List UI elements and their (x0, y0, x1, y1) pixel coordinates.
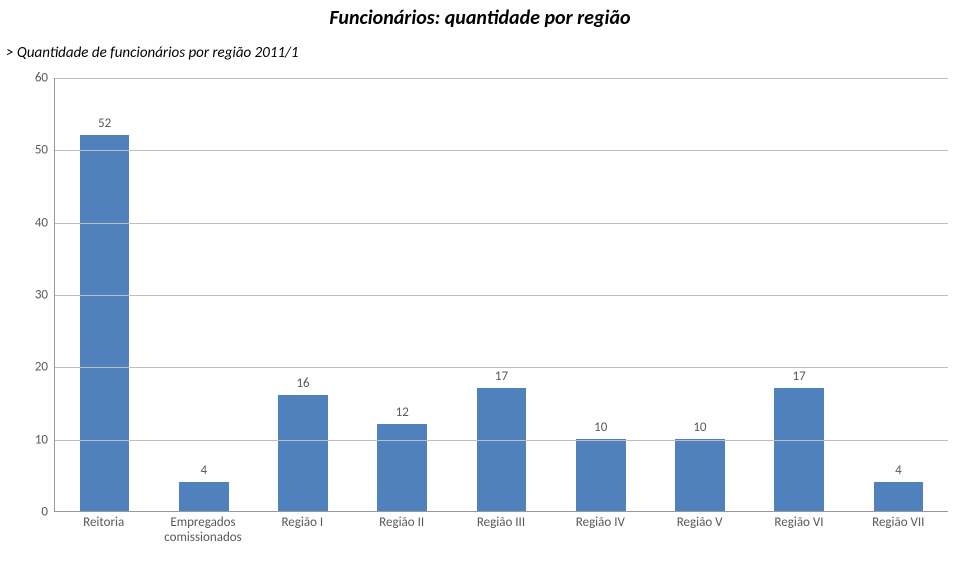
x-tick-label: Região I (253, 512, 352, 548)
x-tick-label: Região VI (749, 512, 848, 548)
x-tick-label: Empregadoscomissionados (153, 512, 252, 548)
gridline (55, 150, 948, 151)
bar (80, 135, 130, 511)
x-tick-label: Região II (352, 512, 451, 548)
y-tick-label: 0 (18, 505, 48, 520)
bar (278, 395, 328, 511)
plot-area: 52 4 1612 17 1010 17 4 (54, 78, 948, 512)
chart-container: 5241612171010174 ReitoriaEmpregadoscomis… (18, 78, 948, 548)
bar-value-label: 17 (452, 369, 551, 384)
bar-value-label: 12 (353, 405, 452, 420)
gridline (55, 367, 948, 368)
x-tick-label: Região III (451, 512, 550, 548)
gridline (55, 223, 948, 224)
x-tick-label: Região IV (551, 512, 650, 548)
bar-value-label: 52 (55, 116, 154, 131)
bar-value-label: 4 (849, 463, 948, 478)
y-tick-label: 20 (18, 360, 48, 375)
bar-value-label: 10 (650, 420, 749, 435)
bar-value-label: 10 (551, 420, 650, 435)
x-tick-label: Região V (650, 512, 749, 548)
y-tick-label: 10 (18, 432, 48, 447)
x-tick-label: Reitoria (54, 512, 153, 548)
x-axis: ReitoriaEmpregadoscomissionadosRegião IR… (54, 512, 948, 548)
bar (774, 388, 824, 511)
chart-subtitle: > Quantidade de funcionários por região … (0, 44, 960, 62)
bar-value-label: 4 (154, 463, 253, 478)
y-tick-label: 40 (18, 215, 48, 230)
chart-title: Funcionários: quantidade por região (0, 0, 960, 30)
bar-value-label: 17 (750, 369, 849, 384)
gridline (55, 78, 948, 79)
bar (377, 424, 427, 511)
bar (874, 482, 924, 511)
bar (675, 439, 725, 511)
gridline (55, 440, 948, 441)
bar (576, 439, 626, 511)
x-tick-label: Região VII (849, 512, 948, 548)
y-tick-label: 50 (18, 143, 48, 158)
bar-value-label: 16 (253, 376, 352, 391)
gridline (55, 295, 948, 296)
y-tick-label: 60 (18, 71, 48, 86)
bar (179, 482, 229, 511)
bar (477, 388, 527, 511)
y-tick-label: 30 (18, 288, 48, 303)
